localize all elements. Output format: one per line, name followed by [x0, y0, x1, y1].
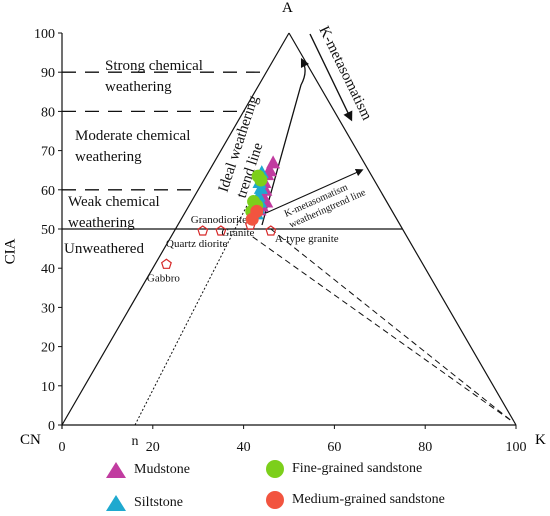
y-tick-label: 40: [41, 262, 55, 277]
zone-label-0-line-0: Strong chemical: [105, 58, 203, 74]
y-tick-label: 90: [41, 66, 55, 81]
legend-item-mudstone: Mudstone: [104, 460, 190, 480]
rock-marker: [197, 225, 209, 236]
ideal-trend-arrow: [261, 57, 310, 226]
point-fine-grained-sandstone: [254, 173, 268, 187]
rock-label: A-type granite: [275, 233, 339, 245]
legend-label-siltstone: Siltstone: [134, 495, 184, 510]
y-tick-label: 100: [34, 27, 55, 42]
mudstone-triangle-icon: [106, 462, 126, 478]
legend-label-mudstone: Mudstone: [134, 462, 190, 477]
legend-item-siltstone: Siltstone: [104, 493, 183, 513]
zone-label-1-line-0: Moderate chemical: [75, 128, 190, 144]
x-tick-label: 100: [506, 440, 527, 455]
x-tick-label: 80: [418, 440, 432, 455]
legend-label-medium-sandstone: Medium-grained sandstone: [292, 492, 445, 507]
zone-label-2-line-1: weathering: [68, 215, 135, 231]
rock-marker: [160, 258, 172, 269]
x-tick-label: 60: [327, 440, 341, 455]
legend-label-fine-sandstone: Fine-grained sandstone: [292, 461, 423, 476]
dashed-trend-2: [270, 228, 514, 423]
zone-label-0-line-1: weathering: [105, 79, 172, 95]
apex-cn-label: CN: [20, 432, 41, 448]
x-tick-label: 20: [146, 440, 160, 455]
x-tick-label: 0: [59, 440, 66, 455]
zone-label-3-line-0: Unweathered: [64, 241, 144, 257]
dashed-trend-1: [252, 236, 514, 423]
y-tick-label: 10: [41, 380, 55, 395]
rock-marker: [265, 225, 277, 236]
y-tick-label: 30: [41, 301, 55, 316]
y-tick-label: 50: [41, 223, 55, 238]
rock-marker: [215, 225, 227, 236]
x-marker-n: n: [132, 434, 139, 449]
x-tick-label: 40: [237, 440, 251, 455]
point-medium-grained-sandstone: [245, 212, 259, 226]
legend-item-medium-sandstone: Medium-grained sandstone: [264, 489, 445, 511]
legend-item-fine-sandstone: Fine-grained sandstone: [264, 458, 422, 480]
rock-label: Quartz diorite: [166, 238, 228, 250]
y-tick-label: 20: [41, 341, 55, 356]
medium-sandstone-circle-icon: [266, 491, 284, 509]
y-tick-label: 80: [41, 105, 55, 120]
apex-k-label: K: [535, 432, 546, 448]
zone-label-2-line-0: Weak chemical: [68, 194, 160, 210]
zone-label-1-line-1: weathering: [75, 149, 142, 165]
y-tick-label: 0: [48, 419, 55, 434]
y-axis-label: CIA: [2, 238, 19, 265]
rock-label: Granodiorite: [191, 214, 247, 226]
rock-label: Granite: [221, 227, 254, 239]
ideal-trend-label: Ideal weatheringtrend line: [216, 93, 267, 200]
k-trend-arrow: [265, 169, 364, 214]
k-metasomatism-arrow: [309, 33, 353, 122]
rock-label: Gabbro: [147, 272, 180, 284]
fine-sandstone-circle-icon: [266, 460, 284, 478]
point-siltstone: [253, 180, 268, 194]
siltstone-triangle-icon: [106, 495, 126, 511]
y-tick-label: 60: [41, 184, 55, 199]
dotted-trend-from-n: [134, 205, 248, 426]
y-tick-label: 70: [41, 145, 55, 160]
apex-a-label: A: [282, 0, 293, 16]
